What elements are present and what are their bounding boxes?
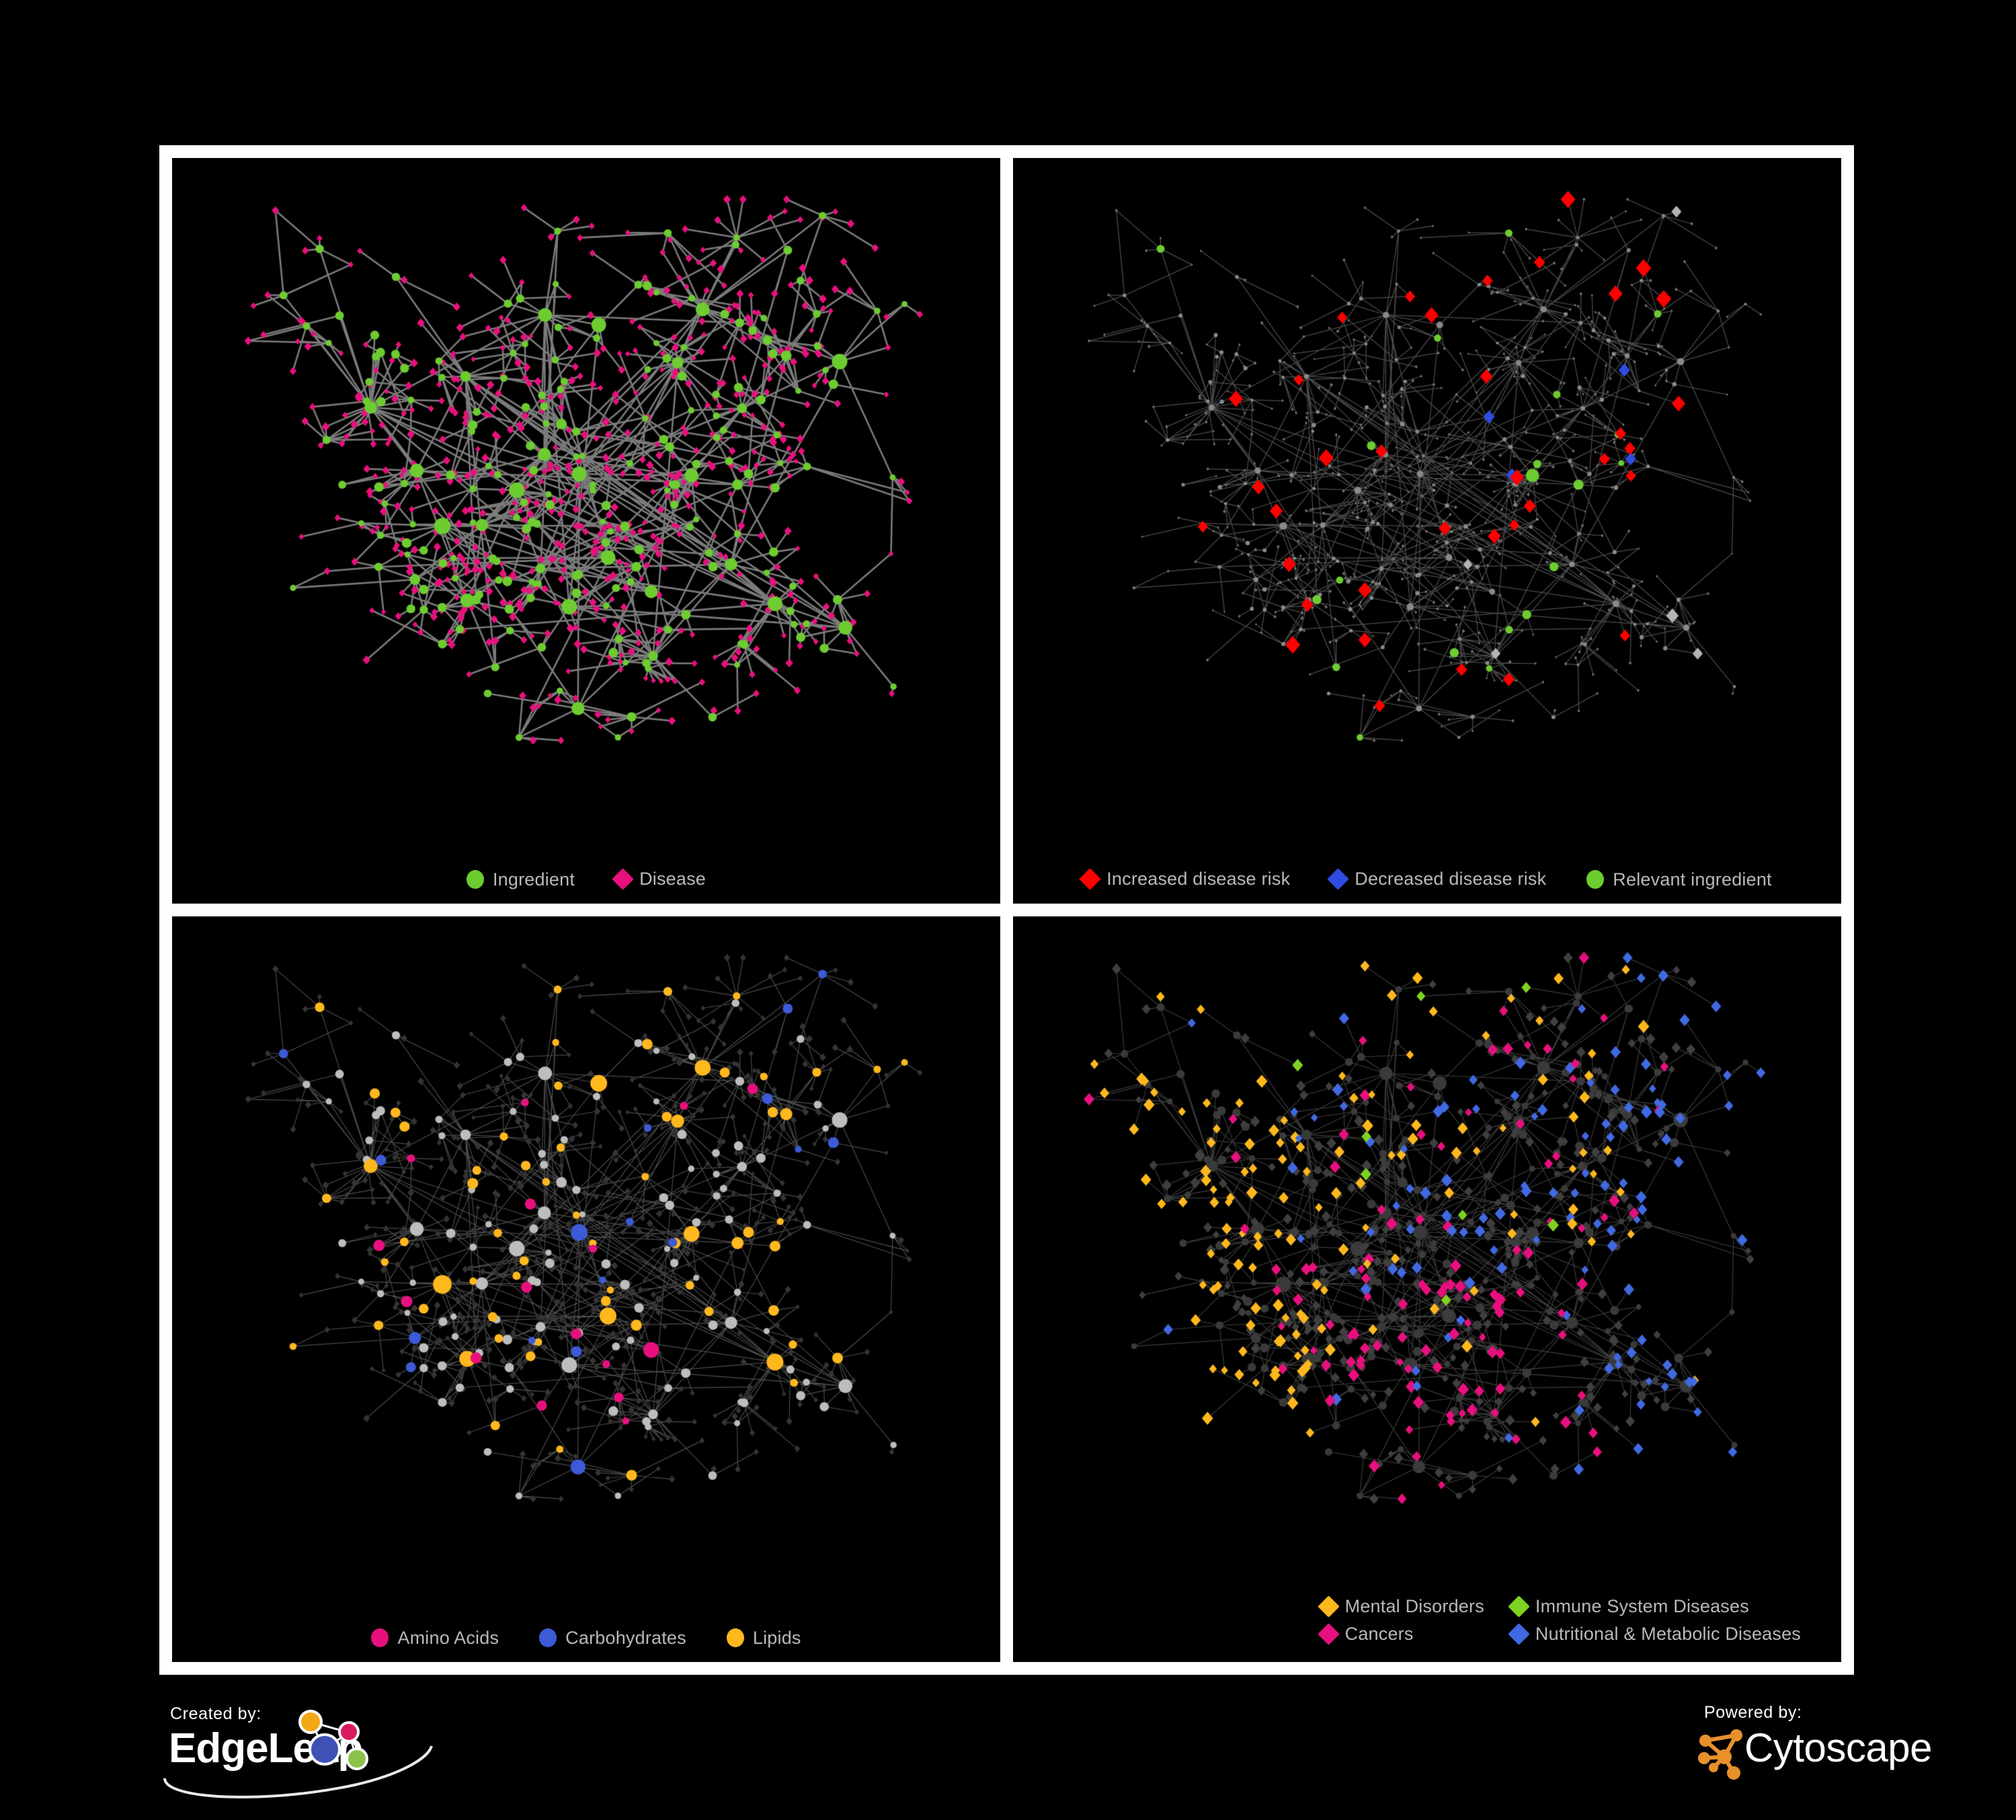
legend-label: Nutritional & Metabolic Diseases <box>1535 1624 1801 1644</box>
diamond-icon <box>1317 1623 1340 1645</box>
circle-icon <box>466 870 484 889</box>
network-canvas-top-left[interactable] <box>172 158 1000 904</box>
legend-item-cancers[interactable]: Cancers <box>1317 1623 1414 1645</box>
legend-label: Amino Acids <box>397 1627 499 1648</box>
figure-footer: Created by: EdgeLeap Powered by: Cytosca… <box>0 1677 2016 1820</box>
network-canvas-bottom-left[interactable] <box>172 916 1000 1662</box>
cytoscape-network-icon <box>1698 1729 1742 1780</box>
panel-disease-risk-overview[interactable]: Increased disease risk Decreased disease… <box>1013 158 1841 904</box>
network-canvas-top-right[interactable] <box>1013 158 1841 904</box>
legend-item-nutritional-metabolic-diseases[interactable]: Nutritional & Metabolic Diseases <box>1508 1623 1801 1645</box>
legend-item-relevant-ingredient[interactable]: Relevant ingredient <box>1586 869 1772 889</box>
legend-item-carbohydrates[interactable]: Carbohydrates <box>539 1628 686 1647</box>
legend-label: Lipids <box>752 1627 801 1648</box>
circle-icon <box>1586 870 1605 889</box>
legend-label: Decreased disease risk <box>1355 869 1547 889</box>
legend-item-lipids[interactable]: Lipids <box>726 1627 801 1648</box>
legend-label: Immune System Diseases <box>1535 1596 1749 1616</box>
edgeleap-network-mark <box>163 1710 433 1798</box>
cytoscape-logo[interactable]: Powered by: Cytoscape <box>1677 1703 1960 1804</box>
diamond-icon <box>612 868 634 890</box>
legend-top-right: Increased disease risk Decreased disease… <box>1013 868 1841 890</box>
edgeleap-logo[interactable]: Created by: EdgeLeap <box>159 1704 509 1805</box>
legend-label: Increased disease risk <box>1106 869 1291 889</box>
diamond-icon <box>1317 1595 1340 1618</box>
panel-disease-class-overview[interactable]: Mental Disorders Immune System Diseases … <box>1013 916 1841 1662</box>
diamond-icon <box>1508 1595 1530 1618</box>
circle-icon <box>726 1628 744 1647</box>
legend-top-left: Ingredient Disease <box>172 868 1000 890</box>
legend-item-immune-system-diseases[interactable]: Immune System Diseases <box>1508 1595 1749 1618</box>
legend-bottom-left: Amino Acids Carbohydrates Lipids <box>172 1628 1000 1647</box>
legend-label: Cancers <box>1344 1624 1414 1644</box>
panel-ingredient-disease-overview[interactable]: Ingredient Disease <box>172 158 1000 904</box>
diamond-icon <box>1508 1623 1530 1645</box>
created-by-label: Created by: <box>170 1704 261 1723</box>
legend-item-decreased-disease-risk[interactable]: Decreased disease risk <box>1327 868 1547 890</box>
legend-label: Disease <box>639 869 707 889</box>
cytoscape-wordmark: Cytoscape <box>1744 1725 1932 1770</box>
diamond-icon <box>1079 868 1101 890</box>
legend-item-amino-acids[interactable]: Amino Acids <box>371 1628 499 1647</box>
legend-item-ingredient[interactable]: Ingredient <box>466 869 575 889</box>
legend-item-mental-disorders[interactable]: Mental Disorders <box>1317 1595 1484 1618</box>
circle-icon <box>539 1628 557 1647</box>
legend-label: Carbohydrates <box>565 1627 686 1648</box>
legend-item-disease[interactable]: Disease <box>612 868 707 890</box>
powered-by-label: Powered by: <box>1704 1703 1802 1722</box>
network-canvas-bottom-right[interactable] <box>1013 916 1841 1662</box>
legend-label: Mental Disorders <box>1344 1596 1484 1616</box>
legend-item-increased-disease-risk[interactable]: Increased disease risk <box>1079 868 1291 890</box>
figure-frame: Ingredient Disease Increased disease ris… <box>159 145 1854 1675</box>
legend-label: Ingredient <box>492 869 575 889</box>
legend-bottom-right: Mental Disorders Immune System Diseases … <box>1317 1595 1801 1645</box>
diamond-icon <box>1327 868 1350 890</box>
legend-label: Relevant ingredient <box>1613 869 1772 889</box>
circle-icon <box>371 1628 389 1647</box>
panel-ingredient-class-overview[interactable]: Amino Acids Carbohydrates Lipids <box>172 916 1000 1662</box>
